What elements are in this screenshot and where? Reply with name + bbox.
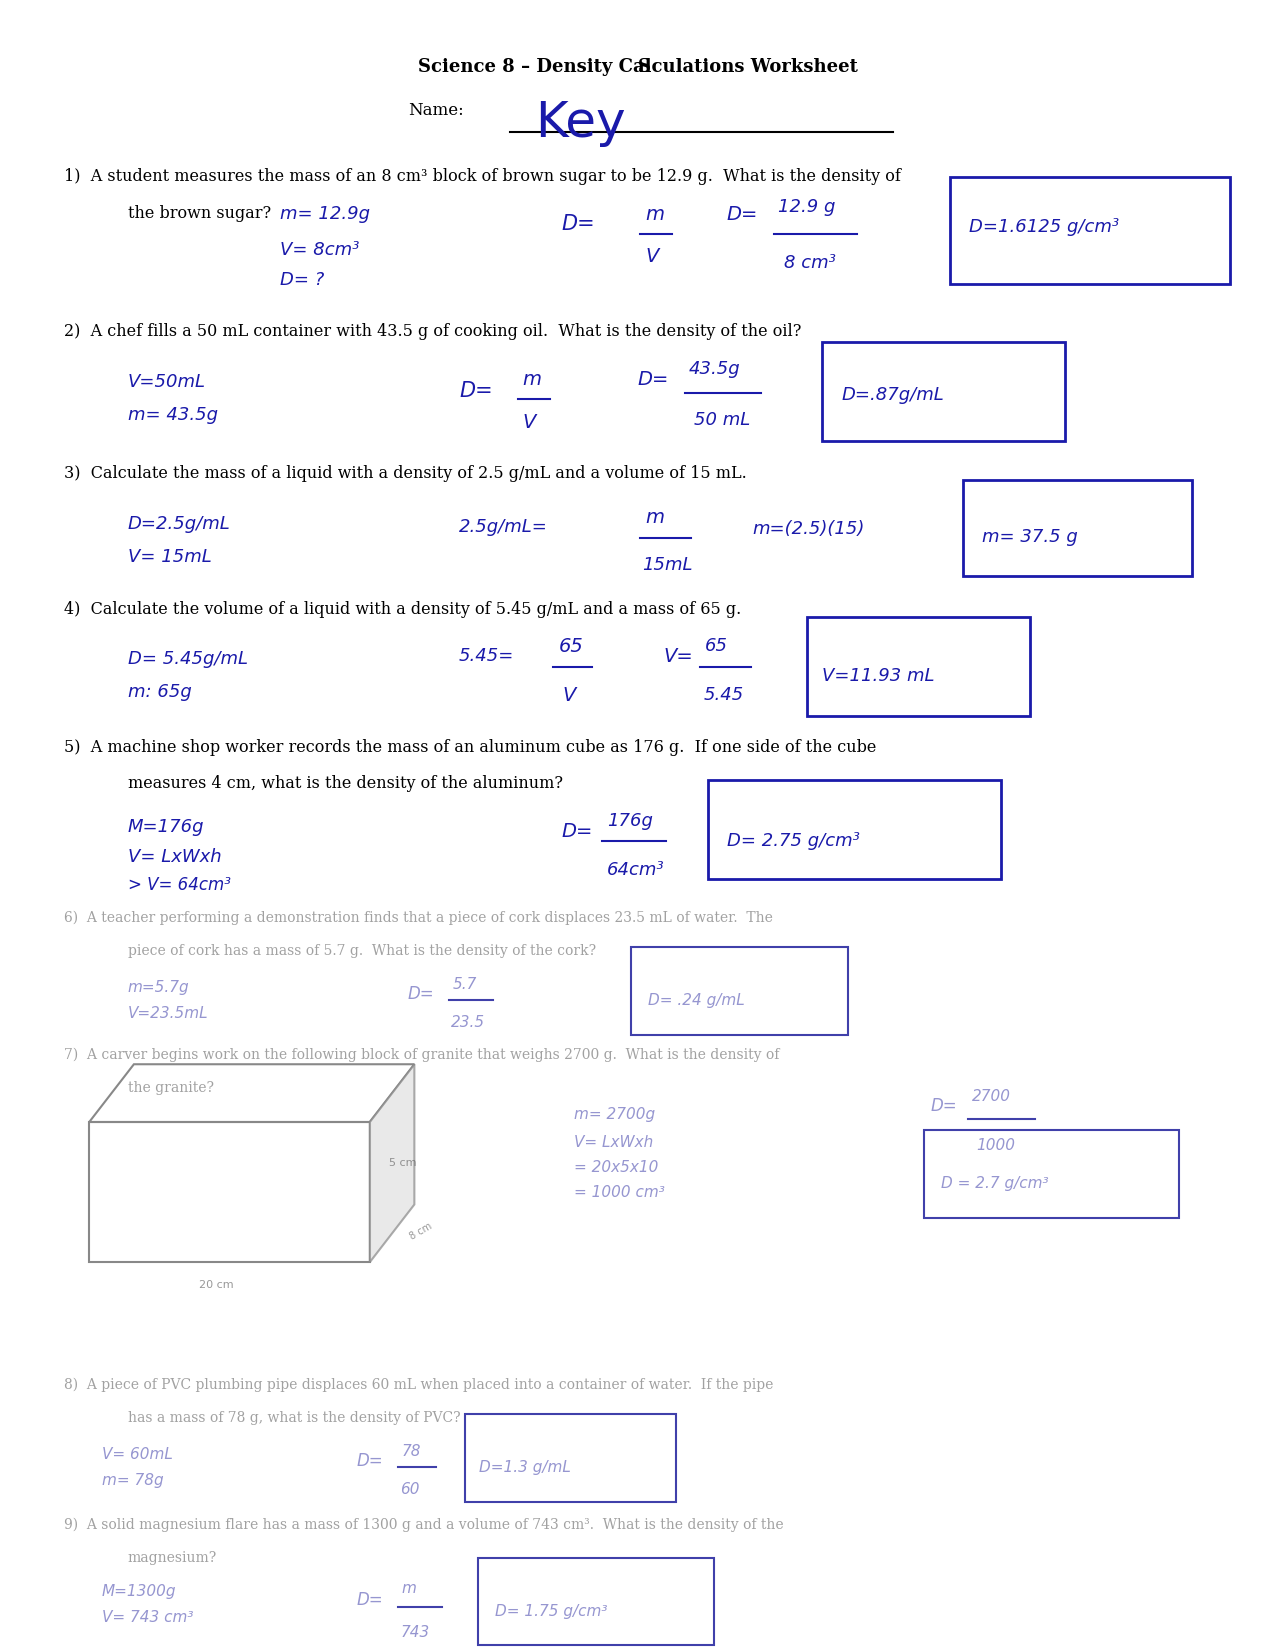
Text: D= 1.75 g/cm³: D= 1.75 g/cm³ (495, 1604, 607, 1619)
Text: measures 4 cm, what is the density of the aluminum?: measures 4 cm, what is the density of th… (128, 776, 562, 792)
Text: D=: D= (357, 1452, 384, 1470)
Text: piece of cork has a mass of 5.7 g.  What is the density of the cork?: piece of cork has a mass of 5.7 g. What … (128, 944, 595, 957)
Text: D= 5.45g/mL: D= 5.45g/mL (128, 650, 247, 668)
Text: 8)  A piece of PVC plumbing pipe displaces 60 mL when placed into a container of: 8) A piece of PVC plumbing pipe displace… (64, 1378, 773, 1393)
Text: has a mass of 78 g, what is the density of PVC?: has a mass of 78 g, what is the density … (128, 1411, 460, 1424)
Text: 60: 60 (400, 1482, 419, 1497)
Polygon shape (370, 1064, 414, 1262)
Text: 64cm³: 64cm³ (607, 861, 664, 879)
Text: 4)  Calculate the volume of a liquid with a density of 5.45 g/mL and a mass of 6: 4) Calculate the volume of a liquid with… (64, 601, 741, 617)
Text: D=: D= (357, 1591, 384, 1609)
Text: M=1300g: M=1300g (102, 1584, 176, 1599)
Text: m= 43.5g: m= 43.5g (128, 406, 218, 424)
Text: 78: 78 (402, 1444, 421, 1459)
Text: m= 2700g: m= 2700g (574, 1107, 655, 1122)
Text: 2700: 2700 (972, 1089, 1011, 1104)
Text: m: m (645, 205, 664, 224)
Text: the granite?: the granite? (128, 1081, 213, 1094)
Text: 8 cm³: 8 cm³ (784, 254, 836, 272)
Text: magnesium?: magnesium? (128, 1551, 217, 1564)
Text: V= 743 cm³: V= 743 cm³ (102, 1610, 194, 1625)
Text: m=5.7g: m=5.7g (128, 980, 189, 995)
Text: 3)  Calculate the mass of a liquid with a density of 2.5 g/mL and a volume of 15: 3) Calculate the mass of a liquid with a… (64, 465, 746, 482)
Text: 43.5g: 43.5g (688, 360, 739, 378)
Text: D= .24 g/mL: D= .24 g/mL (648, 993, 745, 1008)
Text: 1)  A student measures the mass of an 8 cm³ block of brown sugar to be 12.9 g.  : 1) A student measures the mass of an 8 c… (64, 168, 900, 185)
Text: 8 cm: 8 cm (408, 1221, 434, 1241)
Text: m=(2.5)(15): m=(2.5)(15) (752, 520, 864, 538)
Text: V=11.93 mL: V=11.93 mL (822, 667, 935, 685)
Text: D=: D= (408, 985, 435, 1003)
Text: 5.45: 5.45 (704, 686, 745, 705)
Text: 7)  A carver begins work on the following block of granite that weighs 2700 g.  : 7) A carver begins work on the following… (64, 1048, 779, 1063)
Text: Science 8 – Density Calculations Worksheet: Science 8 – Density Calculations Workshe… (418, 58, 857, 76)
Text: S: S (638, 58, 650, 76)
Text: 1000: 1000 (977, 1138, 1016, 1153)
Text: 176g: 176g (607, 812, 653, 830)
Text: 743: 743 (400, 1625, 430, 1640)
Text: D = 2.7 g/cm³: D = 2.7 g/cm³ (941, 1176, 1048, 1191)
Text: 65: 65 (558, 637, 583, 657)
Text: = 1000 cm³: = 1000 cm³ (574, 1185, 664, 1200)
Text: D= 2.75 g/cm³: D= 2.75 g/cm³ (727, 832, 859, 850)
Text: 5.45=: 5.45= (459, 647, 514, 665)
Text: 6)  A teacher performing a demonstration finds that a piece of cork displaces 23: 6) A teacher performing a demonstration … (64, 911, 773, 926)
Text: D=2.5g/mL: D=2.5g/mL (128, 515, 231, 533)
Text: V=: V= (663, 647, 692, 667)
Text: Name:: Name: (408, 102, 464, 119)
Text: 50 mL: 50 mL (694, 411, 750, 429)
Text: V=23.5mL: V=23.5mL (128, 1006, 208, 1021)
Text: D=1.6125 g/cm³: D=1.6125 g/cm³ (969, 218, 1119, 236)
Text: M=176g: M=176g (128, 818, 204, 837)
Text: 5)  A machine shop worker records the mass of an aluminum cube as 176 g.  If one: 5) A machine shop worker records the mas… (64, 739, 876, 756)
Text: m: m (523, 370, 542, 389)
Text: V= LxWxh: V= LxWxh (574, 1135, 653, 1150)
Text: the brown sugar?: the brown sugar? (128, 205, 270, 221)
Text: m: 65g: m: 65g (128, 683, 191, 701)
Text: m= 12.9g: m= 12.9g (280, 205, 371, 223)
Text: m: m (645, 508, 664, 528)
Text: D=: D= (931, 1097, 958, 1115)
Text: = 20x5x10: = 20x5x10 (574, 1160, 658, 1175)
Text: m= 78g: m= 78g (102, 1473, 163, 1488)
Text: 20 cm: 20 cm (199, 1280, 235, 1290)
Text: 5 cm: 5 cm (389, 1158, 417, 1168)
Text: 2)  A chef fills a 50 mL container with 43.5 g of cooking oil.  What is the dens: 2) A chef fills a 50 mL container with 4… (64, 323, 801, 340)
Text: > V= 64cm³: > V= 64cm³ (128, 876, 231, 894)
Text: 12.9 g: 12.9 g (778, 198, 835, 216)
Text: V= 15mL: V= 15mL (128, 548, 212, 566)
Text: D=.87g/mL: D=.87g/mL (842, 386, 945, 404)
Text: m: m (402, 1581, 417, 1596)
Text: V: V (562, 686, 575, 706)
Text: V= 8cm³: V= 8cm³ (280, 241, 360, 259)
Text: D=1.3 g/mL: D=1.3 g/mL (479, 1460, 571, 1475)
Text: 23.5: 23.5 (451, 1015, 486, 1030)
Text: V: V (523, 412, 536, 432)
Text: D=: D= (727, 205, 759, 224)
Text: D=: D= (561, 822, 593, 842)
Text: D=: D= (638, 370, 669, 389)
Text: V=50mL: V=50mL (128, 373, 205, 391)
Text: Key: Key (536, 99, 626, 147)
Text: m= 37.5 g: m= 37.5 g (982, 528, 1077, 546)
Text: D=: D= (561, 214, 594, 234)
Text: D= ?: D= ? (280, 271, 325, 289)
Text: D=: D= (459, 381, 492, 401)
Text: 2.5g/mL=: 2.5g/mL= (459, 518, 548, 536)
Text: 5.7: 5.7 (453, 977, 477, 992)
Text: V= LxWxh: V= LxWxh (128, 848, 221, 866)
Text: 9)  A solid magnesium flare has a mass of 1300 g and a volume of 743 cm³.  What : 9) A solid magnesium flare has a mass of… (64, 1518, 783, 1533)
Text: 65: 65 (705, 637, 728, 655)
Text: V= 60mL: V= 60mL (102, 1447, 173, 1462)
Text: 15mL: 15mL (643, 556, 694, 574)
Text: V: V (645, 248, 658, 267)
